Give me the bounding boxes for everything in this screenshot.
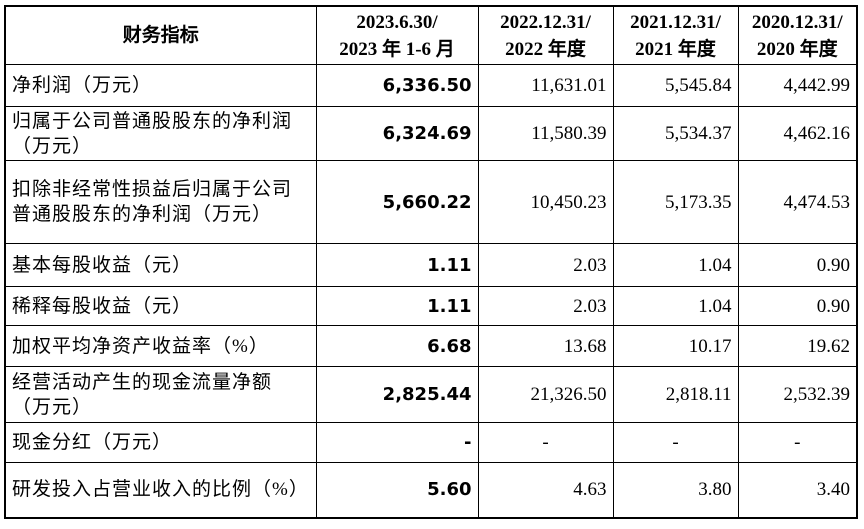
row-label: 扣除非经常性损益后归属于公司普通股股东的净利润（万元） xyxy=(4,160,317,244)
header-cell: 财务指标 xyxy=(4,5,317,65)
row-label: 经营活动产生的现金流量净额（万元） xyxy=(4,366,317,423)
value-cell: 0.90 xyxy=(737,286,858,326)
value-cell: 5,173.35 xyxy=(612,160,739,244)
row-label: 加权平均净资产收益率（%） xyxy=(4,325,317,367)
header-text: 2022 年度 xyxy=(505,38,586,60)
header-text: 2020.12.31/ xyxy=(751,11,843,33)
table-row: 经营活动产生的现金流量净额（万元） 2,825.44 21,326.50 2,818.… xyxy=(4,366,858,423)
row-label: 现金分红（万元） xyxy=(4,422,317,463)
table-row: 净利润（万元） 6,336.50 11,631.01 5,545.84 4,442.99 xyxy=(4,64,858,107)
value-cell: 19.62 xyxy=(737,325,858,367)
value-cell: 1.11 xyxy=(315,286,479,326)
value-cell: 1.04 xyxy=(612,286,739,326)
header-text: 2023.6.30/ xyxy=(356,11,438,33)
value-cell: 10.17 xyxy=(612,325,739,367)
row-label: 基本每股收益（元） xyxy=(4,243,317,287)
value-cell: 4.63 xyxy=(477,462,614,518)
value-cell: - xyxy=(737,422,858,463)
row-label: 研发投入占营业收入的比例（%） xyxy=(4,462,317,518)
value-cell: 2,532.39 xyxy=(737,366,858,423)
table-row: 归属于公司普通股股东的净利润（万元） 6,324.69 11,580.39 5,534… xyxy=(4,106,858,161)
value-cell: 4,462.16 xyxy=(737,106,858,161)
header-row: 财务指标 2023.6.30/2023 年 1-6 月 2022.12.31/202… xyxy=(4,5,858,65)
financial-table: 财务指标 2023.6.30/2023 年 1-6 月 2022.12.31/202… xyxy=(4,5,858,519)
value-cell: 1.11 xyxy=(315,243,479,287)
value-cell: 2,818.11 xyxy=(612,366,739,423)
value-cell: 21,326.50 xyxy=(477,366,614,423)
row-label: 归属于公司普通股股东的净利润（万元） xyxy=(4,106,317,161)
value-cell: 6,324.69 xyxy=(315,106,479,161)
table-row: 扣除非经常性损益后归属于公司普通股股东的净利润（万元） 5,660.22 10,45… xyxy=(4,160,858,244)
value-cell: 11,580.39 xyxy=(477,106,614,161)
header-text: 2021.12.31/ xyxy=(630,11,721,33)
value-cell: 2,825.44 xyxy=(315,366,479,423)
header-text: 财务指标 xyxy=(122,25,199,46)
header-cell: 2022.12.31/2022 年度 xyxy=(477,5,614,65)
table-row: 研发投入占营业收入的比例（%） 5.60 4.63 3.80 3.40 xyxy=(4,462,858,518)
value-cell: 5,534.37 xyxy=(612,106,739,161)
table-row: 基本每股收益（元） 1.11 2.03 1.04 0.90 xyxy=(4,243,858,287)
header-text: 2022.12.31/ xyxy=(500,11,591,33)
value-cell: 0.90 xyxy=(737,243,858,287)
value-cell: 6.68 xyxy=(315,325,479,367)
header-cell: 2020.12.31/2020 年度 xyxy=(737,5,858,65)
header-text: 2021 年度 xyxy=(635,38,716,60)
value-cell: 4,474.53 xyxy=(737,160,858,244)
value-cell: 6,336.50 xyxy=(315,64,479,107)
table-body: 净利润（万元） 6,336.50 11,631.01 5,545.84 4,442.99… xyxy=(4,64,858,518)
table-row: 现金分红（万元） - - - - xyxy=(4,422,858,463)
table-row: 稀释每股收益（元） 1.11 2.03 1.04 0.90 xyxy=(4,286,858,326)
row-label: 净利润（万元） xyxy=(4,64,317,107)
value-cell: 3.80 xyxy=(612,462,739,518)
table-row: 加权平均净资产收益率（%） 6.68 13.68 10.17 19.62 xyxy=(4,325,858,367)
header-cell: 2023.6.30/2023 年 1-6 月 xyxy=(315,5,479,65)
header-cell: 2021.12.31/2021 年度 xyxy=(612,5,739,65)
value-cell: - xyxy=(612,422,739,463)
value-cell: 11,631.01 xyxy=(477,64,614,107)
value-cell: 10,450.23 xyxy=(477,160,614,244)
value-cell: 2.03 xyxy=(477,243,614,287)
value-cell: 4,442.99 xyxy=(737,64,858,107)
header-text: 2023 年 1-6 月 xyxy=(339,38,455,60)
value-cell: 5.60 xyxy=(315,462,479,518)
value-cell: 3.40 xyxy=(737,462,858,518)
value-cell: 2.03 xyxy=(477,286,614,326)
value-cell: 5,545.84 xyxy=(612,64,739,107)
value-cell: 13.68 xyxy=(477,325,614,367)
value-cell: 5,660.22 xyxy=(315,160,479,244)
row-label: 稀释每股收益（元） xyxy=(4,286,317,326)
value-cell: - xyxy=(477,422,614,463)
value-cell: - xyxy=(315,422,479,463)
value-cell: 1.04 xyxy=(612,243,739,287)
header-text: 2020 年度 xyxy=(756,38,838,60)
